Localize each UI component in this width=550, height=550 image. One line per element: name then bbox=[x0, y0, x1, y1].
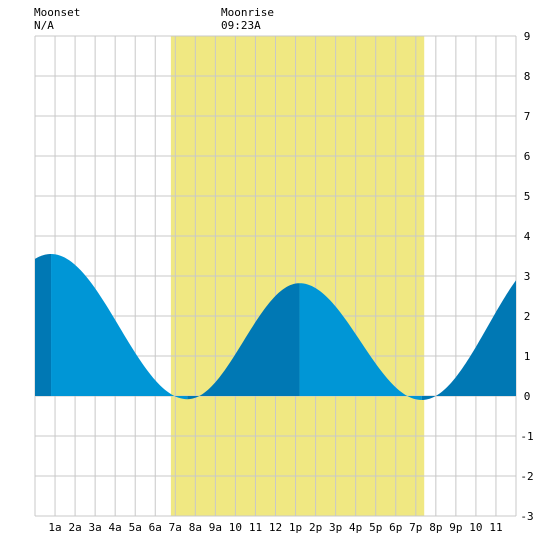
tide-segment-falling bbox=[51, 254, 188, 400]
tide-segment-falling bbox=[299, 283, 422, 400]
y-tick-label: 8 bbox=[524, 70, 531, 83]
x-tick-label: 11 bbox=[249, 521, 262, 534]
x-tick-label: 9p bbox=[449, 521, 462, 534]
moonset-annotation: Moonset N/A bbox=[34, 6, 80, 32]
x-tick-label: 9a bbox=[209, 521, 222, 534]
x-tick-label: 7a bbox=[169, 521, 182, 534]
y-axis-labels: -3 -2 -1 0 1 2 3 4 5 6 7 8 9 bbox=[520, 30, 533, 523]
x-tick-label: 2a bbox=[68, 521, 81, 534]
x-axis-labels: 1a 2a 3a 4a 5a 6a 7a 8a 9a 10 11 12 1p 2p 3p 4p 5p 6p 7p 8p… bbox=[48, 521, 502, 534]
x-tick-label: 8a bbox=[189, 521, 202, 534]
x-tick-label: 6a bbox=[149, 521, 162, 534]
x-tick-label: 6p bbox=[389, 521, 402, 534]
chart-grid bbox=[34, 35, 517, 517]
y-tick-label: 4 bbox=[524, 230, 531, 243]
tide-segment-rising bbox=[421, 280, 516, 400]
x-tick-label: 4a bbox=[109, 521, 122, 534]
moonrise-label: Moonrise bbox=[221, 6, 274, 19]
tide-segment-rising bbox=[35, 254, 52, 396]
y-tick-label: -1 bbox=[520, 430, 533, 443]
y-tick-label: 2 bbox=[524, 310, 531, 323]
x-tick-label: 1p bbox=[289, 521, 302, 534]
x-tick-label: 5p bbox=[369, 521, 382, 534]
y-tick-label: 5 bbox=[524, 190, 531, 203]
moonset-label: Moonset bbox=[34, 6, 81, 19]
y-tick-label: 6 bbox=[524, 150, 531, 163]
y-tick-label: 1 bbox=[524, 350, 531, 363]
tide-segment-rising bbox=[187, 283, 300, 400]
x-tick-label: 3p bbox=[329, 521, 342, 534]
x-tick-label: 10 bbox=[469, 521, 482, 534]
moonrise-annotation: Moonrise 09:23A bbox=[221, 6, 274, 32]
x-tick-label: 2p bbox=[309, 521, 322, 534]
x-tick-label: 8p bbox=[429, 521, 442, 534]
x-tick-label: 10 bbox=[229, 521, 242, 534]
x-tick-label: 1a bbox=[48, 521, 61, 534]
x-tick-label: 7p bbox=[409, 521, 422, 534]
moonset-value: N/A bbox=[34, 19, 54, 32]
y-tick-label: 7 bbox=[524, 110, 531, 123]
x-tick-label: 11 bbox=[489, 521, 502, 534]
x-tick-label: 4p bbox=[349, 521, 362, 534]
x-tick-label: 12 bbox=[269, 521, 282, 534]
y-tick-label: -2 bbox=[520, 470, 533, 483]
x-tick-label: 5a bbox=[129, 521, 142, 534]
y-tick-label: 0 bbox=[524, 390, 531, 403]
y-tick-label: -3 bbox=[520, 510, 533, 523]
y-tick-label: 3 bbox=[524, 270, 531, 283]
x-tick-label: 3a bbox=[89, 521, 102, 534]
tide-area bbox=[35, 254, 516, 400]
y-tick-label: 9 bbox=[524, 30, 531, 43]
moonrise-value: 09:23A bbox=[221, 19, 261, 32]
